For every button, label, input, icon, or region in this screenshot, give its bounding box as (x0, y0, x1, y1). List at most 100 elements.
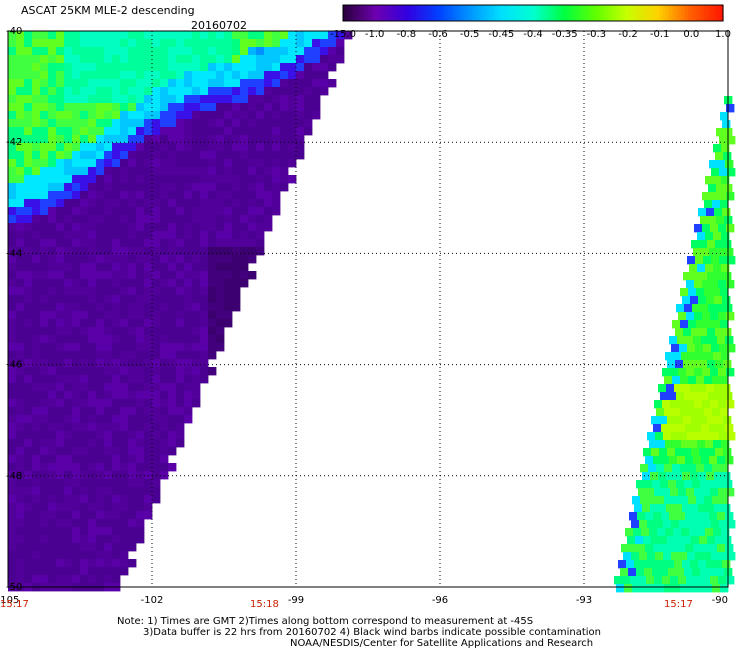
swath-cell (80, 279, 89, 288)
swath-cell (64, 311, 73, 320)
swath-cell (696, 288, 705, 297)
swath-cell (48, 207, 57, 216)
swath-cell (152, 87, 161, 96)
swath-cell (8, 263, 17, 272)
swath-cell (224, 207, 233, 216)
swath-cell (56, 319, 65, 328)
swath-cell (144, 343, 153, 352)
swath-cell (642, 560, 651, 569)
swath-cell (32, 319, 41, 328)
swath-cell (56, 295, 65, 304)
swath-cell (24, 359, 33, 368)
swath-cell (48, 567, 57, 576)
swath-cell (224, 135, 233, 144)
swath-cell (703, 344, 712, 353)
swath-cell (72, 455, 81, 464)
swath-cell (144, 279, 153, 288)
swath-cell (136, 215, 145, 224)
swath-cell (72, 495, 81, 504)
swath-cell (8, 167, 17, 176)
swath-cell (24, 111, 33, 120)
swath-cell (288, 111, 297, 120)
swath-cell (128, 119, 137, 128)
swath-cell (685, 512, 694, 521)
swath-cell (160, 263, 169, 272)
swath-cell (80, 471, 89, 480)
swath-cell (208, 79, 217, 88)
y-tick-label: -46 (6, 360, 22, 371)
swath-cell (160, 311, 169, 320)
swath-cell (136, 167, 145, 176)
swath-cell (136, 159, 145, 168)
swath-cell (64, 423, 73, 432)
swath-cell (80, 183, 89, 192)
swath-cell (80, 335, 89, 344)
swath-cell (104, 479, 113, 488)
swath-cell (32, 159, 41, 168)
swath-cell (280, 143, 289, 152)
colorbar-segment (510, 5, 515, 21)
swath-cell (136, 447, 145, 456)
swath-cell (104, 303, 113, 312)
colorbar-segment (558, 5, 563, 21)
swath-cell (24, 463, 33, 472)
swath-cell (32, 407, 41, 416)
swath-cell (48, 159, 57, 168)
swath-cell (176, 351, 185, 360)
swath-cell (24, 295, 33, 304)
swath-cell (56, 111, 65, 120)
swath-cell (192, 183, 201, 192)
swath-cell (704, 376, 713, 385)
swath-cell (96, 135, 105, 144)
swath-cell (304, 71, 313, 80)
swath-cell (120, 135, 129, 144)
swath-cell (96, 543, 105, 552)
swath-cell (176, 263, 185, 272)
swath-cell (272, 143, 281, 152)
swath-cell (232, 239, 241, 248)
swath-cell (693, 336, 702, 345)
swath-cell (16, 335, 25, 344)
swath-cell (144, 455, 153, 464)
swath-cell (40, 519, 49, 528)
swath-cell (120, 415, 129, 424)
swath-cell (658, 384, 667, 393)
swath-cell (725, 544, 734, 553)
swath-cell (192, 47, 201, 56)
swath-cell (8, 455, 17, 464)
swath-cell (24, 183, 33, 192)
swath-cell (256, 175, 265, 184)
swath-cell (192, 311, 201, 320)
swath-cell (676, 568, 685, 577)
swath-cell (72, 103, 81, 112)
swath-cell (160, 303, 169, 312)
swath-cell (120, 527, 129, 536)
swath-cell (248, 183, 257, 192)
swath-cell (248, 167, 257, 176)
swath-cell (672, 320, 681, 329)
swath-cell (16, 135, 25, 144)
swath-cell (200, 367, 209, 376)
swath-cell (224, 223, 233, 232)
swath-cell (655, 520, 664, 529)
swath-cell (112, 287, 121, 296)
swath-cell (48, 263, 57, 272)
swath-cell (16, 535, 25, 544)
swath-cell (88, 111, 97, 120)
swath-cell (264, 127, 273, 136)
swath-cell (216, 79, 225, 88)
swath-cell (701, 456, 710, 465)
swath-cell (16, 543, 25, 552)
swath-cell (16, 519, 25, 528)
swath-cell (696, 496, 705, 505)
swath-cell (136, 55, 145, 64)
swath-cell (88, 535, 97, 544)
swath-cell (32, 247, 41, 256)
colorbar-segment (523, 5, 528, 21)
colorbar-segment (498, 5, 502, 21)
swath-cell (160, 415, 169, 424)
swath-cell (120, 535, 129, 544)
swath-cell (144, 175, 153, 184)
swath-cell (634, 560, 643, 569)
swath-cell (144, 375, 153, 384)
